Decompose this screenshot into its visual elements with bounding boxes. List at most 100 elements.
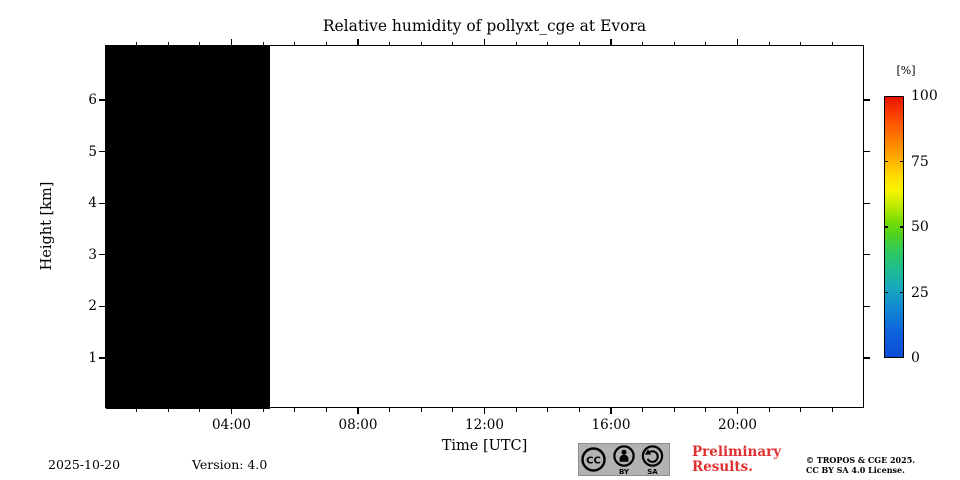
y-major-tick: [99, 305, 105, 307]
x-minor-tick-top: [199, 41, 201, 45]
plot-area: [105, 45, 864, 409]
x-minor-tick: [325, 408, 327, 412]
y-tick-label: 3: [88, 246, 97, 263]
preliminary-line2: Results.: [692, 459, 753, 475]
colorbar-tick-right: [900, 291, 904, 294]
colorbar-tick-right: [900, 226, 904, 228]
x-minor-tick-top: [578, 41, 580, 45]
y-major-tick: [99, 357, 105, 359]
x-minor-tick-top: [136, 41, 138, 45]
x-major-tick: [230, 408, 233, 414]
x-major-tick-top: [736, 39, 739, 45]
copyright-line2: CC BY SA 4.0 License.: [806, 465, 905, 475]
colorbar-unit-label: [%]: [896, 64, 916, 77]
x-minor-tick-top: [642, 41, 644, 45]
chart-title: Relative humidity of pollyxt_cge at Evor…: [322, 17, 647, 35]
y-tick-label: 2: [88, 298, 97, 315]
no-data-region: [106, 46, 271, 409]
x-minor-tick: [167, 408, 169, 412]
y-tick-label: 5: [88, 143, 97, 160]
colorbar-tick-label: 25: [911, 284, 929, 301]
by-person-icon: BY: [613, 445, 635, 476]
x-minor-tick: [199, 408, 201, 412]
x-minor-tick-top: [262, 41, 264, 45]
colorbar-tick: [884, 291, 888, 294]
x-minor-tick-top: [389, 41, 391, 45]
footer-version: Version: 4.0: [192, 457, 268, 472]
x-minor-tick: [768, 408, 770, 412]
x-minor-tick: [705, 408, 707, 412]
x-minor-tick-top: [325, 41, 327, 45]
y-major-tick-right: [864, 202, 870, 204]
y-major-tick-right: [864, 357, 870, 359]
x-minor-tick-top: [515, 41, 517, 45]
x-major-tick: [736, 408, 739, 414]
x-major-tick-top: [230, 39, 233, 45]
x-minor-tick: [262, 408, 264, 412]
y-major-tick: [99, 151, 105, 153]
x-tick-label: 04:00: [212, 417, 251, 433]
x-axis-label: Time [UTC]: [441, 438, 528, 454]
x-major-tick-top: [610, 39, 612, 45]
x-major-tick-top: [357, 39, 359, 45]
colorbar-tick-right: [900, 160, 904, 163]
colorbar-tick-label: 0: [911, 350, 920, 366]
y-major-tick-right: [864, 254, 870, 256]
x-minor-tick: [800, 408, 802, 412]
x-major-tick: [357, 408, 359, 414]
x-tick-label: 12:00: [465, 417, 504, 433]
preliminary-results-note: Preliminary Results.: [692, 445, 781, 475]
x-minor-tick: [547, 408, 549, 412]
x-minor-tick-top: [420, 41, 422, 45]
sa-arrow-icon: SA: [641, 445, 664, 476]
x-minor-tick: [578, 408, 580, 412]
x-tick-label: 08:00: [338, 417, 378, 433]
y-major-tick: [99, 254, 105, 256]
copyright-note: © TROPOS & CGE 2025. CC BY SA 4.0 Licens…: [806, 455, 915, 475]
svg-text:BY: BY: [619, 468, 630, 476]
x-minor-tick: [831, 408, 833, 412]
x-tick-label: 20:00: [718, 417, 757, 433]
x-major-tick: [483, 408, 486, 414]
x-minor-tick: [452, 408, 454, 412]
x-tick-label: 16:00: [591, 417, 631, 433]
x-major-tick: [610, 408, 612, 414]
footer-date: 2025-10-20: [48, 457, 121, 472]
x-minor-tick: [420, 408, 422, 412]
cc-icon: CC: [581, 447, 606, 472]
x-minor-tick-top: [547, 41, 549, 45]
copyright-line1: © TROPOS & CGE 2025.: [806, 455, 916, 465]
x-minor-tick-top: [452, 41, 454, 45]
preliminary-line1: Preliminary: [692, 444, 782, 460]
svg-text:CC: CC: [586, 456, 601, 467]
colorbar-tick: [884, 160, 888, 163]
x-minor-tick-top: [800, 41, 802, 45]
x-minor-tick: [389, 408, 391, 412]
x-minor-tick: [136, 408, 138, 412]
y-major-tick-right: [864, 305, 870, 307]
y-major-tick-right: [864, 99, 870, 101]
y-axis-label: Height [km]: [39, 181, 55, 271]
y-tick-label: 4: [88, 195, 97, 212]
cc-license-badge: CC BY SA: [578, 443, 670, 476]
x-minor-tick-top: [294, 41, 296, 45]
y-major-tick: [99, 202, 105, 204]
x-minor-tick: [515, 408, 517, 412]
colorbar-tick-label: 100: [911, 88, 938, 104]
y-tick-label: 6: [88, 92, 97, 108]
colorbar-tick-label: 75: [911, 153, 929, 170]
x-minor-tick-top: [705, 41, 707, 45]
x-major-tick-top: [483, 39, 486, 45]
x-minor-tick: [642, 408, 644, 412]
x-minor-tick: [294, 408, 296, 412]
colorbar-tick-label: 50: [911, 219, 929, 235]
y-major-tick-right: [864, 151, 870, 153]
x-minor-tick-top: [673, 41, 675, 45]
y-major-tick: [99, 99, 105, 101]
x-minor-tick: [673, 408, 675, 412]
y-tick-label: 1: [88, 350, 97, 366]
x-minor-tick-top: [831, 41, 833, 45]
colorbar-tick: [884, 226, 888, 228]
x-minor-tick-top: [167, 41, 169, 45]
